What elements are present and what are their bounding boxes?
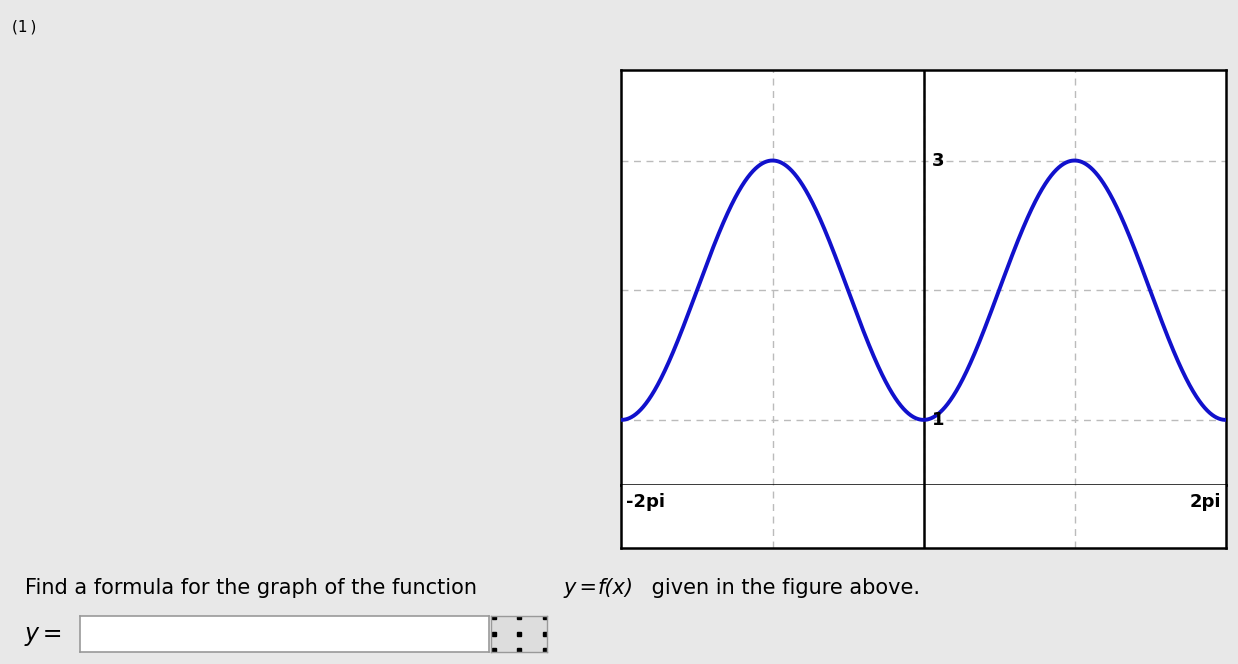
Text: Find a formula for the graph of the function: Find a formula for the graph of the func… <box>25 578 483 598</box>
Text: y =: y = <box>25 622 63 646</box>
Text: given in the figure above.: given in the figure above. <box>645 578 920 598</box>
Text: -2pi: -2pi <box>626 493 665 511</box>
Text: 3: 3 <box>932 151 945 169</box>
Text: 1: 1 <box>932 411 945 429</box>
Text: f(x): f(x) <box>598 578 634 598</box>
Text: y =: y = <box>563 578 602 598</box>
Text: (1 ): (1 ) <box>12 20 37 35</box>
Text: 2pi: 2pi <box>1190 493 1221 511</box>
